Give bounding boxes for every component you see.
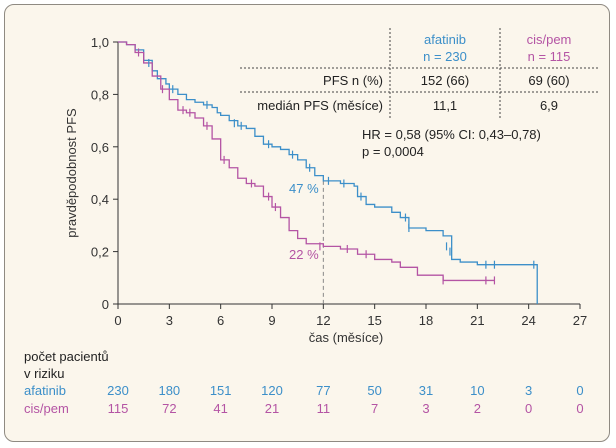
cispem-12m-label: 22 %: [289, 247, 319, 262]
risk-title-line1: počet pacientů: [24, 349, 109, 364]
risk-value-afatinib: 0: [576, 383, 583, 398]
x-tick-label: 15: [367, 313, 381, 328]
x-tick-label: 18: [419, 313, 433, 328]
table-row-median-afatinib: 11,1: [433, 98, 457, 113]
x-axis-label: čas (měsíce): [309, 330, 383, 345]
table-header-afatinib-n: n = 230: [423, 49, 467, 64]
y-ticks: 0 0,2 0,4 0,6 0,8 1,0: [91, 35, 118, 312]
risk-value-cispem: 0: [576, 401, 583, 416]
risk-title-line2: v riziku: [24, 366, 64, 381]
series-afatinib-censor-marks: [148, 58, 535, 269]
risk-value-cispem: 41: [213, 401, 227, 416]
risk-value-afatinib: 180: [158, 383, 180, 398]
risk-value-cispem: 115: [108, 401, 129, 416]
table-row-pfs-cispem: 69 (60): [528, 73, 569, 88]
table-header-cispem-n: n = 115: [528, 49, 571, 64]
x-tick-label: 27: [573, 313, 587, 328]
y-tick-label: 1,0: [91, 35, 109, 50]
risk-value-cispem: 11: [317, 401, 331, 416]
risk-value-afatinib: 50: [367, 383, 381, 398]
risk-value-afatinib: 10: [470, 383, 484, 398]
x-tick-label: 24: [521, 313, 535, 328]
x-tick-label: 9: [268, 313, 275, 328]
x-tick-label: 3: [166, 313, 173, 328]
x-tick-label: 0: [114, 313, 121, 328]
x-ticks: 0 3 6 9 12 15 18 21 24 27: [114, 304, 587, 328]
x-tick-label: 21: [470, 313, 484, 328]
risk-value-cispem: 21: [265, 401, 279, 416]
table-header-cispem: cis/pem: [527, 32, 572, 47]
risk-value-afatinib: 77: [316, 383, 330, 398]
table-row-pfs-afatinib: 152 (66): [421, 73, 469, 88]
risk-value-cispem: 3: [422, 401, 429, 416]
y-tick-label: 0,8: [91, 87, 109, 102]
afatinib-12m-label: 47 %: [289, 181, 319, 196]
table-row-median-cispem: 6,9: [540, 98, 558, 113]
p-value: p = 0,0004: [362, 144, 424, 159]
risk-value-afatinib: 151: [210, 383, 232, 398]
series-cispem-censor-marks: [137, 48, 496, 285]
risk-value-cispem: 0: [525, 401, 532, 416]
table-row-median-label: medián PFS (měsíce): [257, 98, 383, 113]
y-tick-label: 0,2: [91, 245, 109, 260]
y-tick-label: 0,4: [91, 192, 109, 207]
risk-value-afatinib: 3: [525, 383, 532, 398]
series-afatinib-line: [118, 41, 538, 304]
hazard-ratio: HR = 0,58 (95% CI: 0,43–0,78): [362, 127, 541, 142]
table-row-pfs-label: PFS n (%): [323, 73, 383, 88]
table-header-afatinib: afatinib: [424, 32, 466, 47]
risk-value-afatinib: 31: [419, 383, 433, 398]
y-tick-label: 0: [102, 297, 109, 312]
figure-frame: [4, 4, 610, 442]
y-tick-label: 0,6: [91, 140, 109, 155]
risk-value-afatinib: 230: [107, 383, 129, 398]
risk-value-cispem: 2: [474, 401, 481, 416]
risk-value-cispem: 7: [371, 401, 378, 416]
risk-value-cispem: 72: [162, 401, 176, 416]
x-tick-label: 6: [217, 313, 224, 328]
risk-label-afatinib: afatinib: [24, 383, 66, 398]
x-tick-label: 12: [316, 313, 330, 328]
risk-value-afatinib: 120: [261, 383, 283, 398]
risk-values: 230 180 151 120 77 50 31 10 3 0 115 72 41 21 11 7 3 2 0 0: [107, 383, 583, 416]
y-axis-label: pravděpodobnost PFS: [64, 108, 79, 238]
risk-label-cispem: cis/pem: [24, 401, 69, 416]
